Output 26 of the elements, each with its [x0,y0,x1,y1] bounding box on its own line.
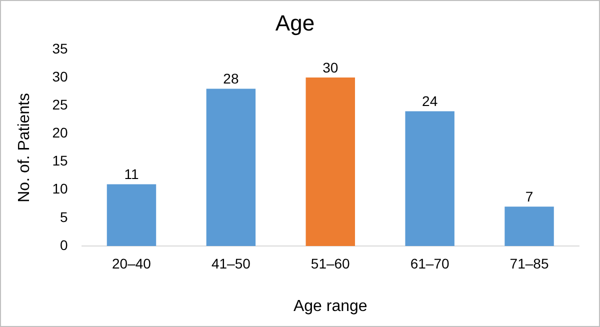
y-tick-label: 35 [52,40,68,56]
bar [106,184,156,246]
data-label: 28 [223,70,239,87]
x-axis-title: Age range [293,298,368,315]
x-tick-label: 61–70 [410,255,450,272]
data-label: 30 [322,59,338,76]
y-tick-label: 30 [52,68,68,84]
bar [206,88,256,246]
x-tick-label: 71–85 [510,255,549,272]
y-tick-label: 20 [52,124,68,141]
bar [306,77,355,246]
x-tick-label: 20–40 [112,255,152,272]
chart-title: Age [275,10,315,36]
data-label: 7 [525,188,534,205]
x-tick-label: 41–50 [211,255,251,272]
y-tick-label: 5 [60,208,68,225]
x-tick-label: 51–60 [310,255,350,272]
y-tick-label: 10 [52,180,68,197]
y-axis-title: No. of. Patients [16,93,34,202]
bar [405,111,454,246]
data-label: 11 [124,166,139,182]
bar [504,206,554,246]
data-label: 24 [422,93,438,110]
y-tick-label: 0 [60,236,68,253]
y-tick-label: 15 [52,152,68,169]
y-tick-label: 25 [52,96,68,112]
